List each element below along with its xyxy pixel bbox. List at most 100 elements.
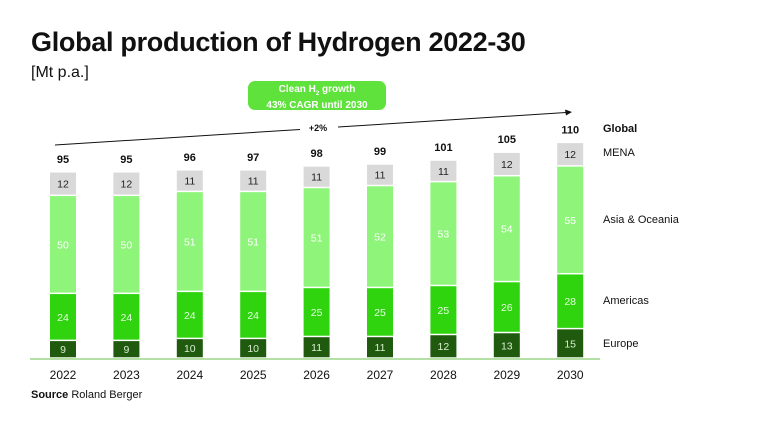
badge-line2: 43% CAGR until 2030 — [266, 100, 368, 111]
data-label-europe-2025: 10 — [247, 343, 259, 355]
data-label-asia-oceania-2023: 50 — [121, 239, 133, 251]
bar-segment-americas-2028 — [430, 286, 457, 334]
total-label-2028: 101 — [434, 142, 452, 154]
legend-europe: Europe — [603, 338, 639, 350]
unit-label: [Mt p.a.] — [31, 64, 89, 81]
bar-segment-asia-oceania-2024 — [176, 192, 203, 291]
data-label-americas-2030: 28 — [564, 296, 576, 308]
bar-segment-mena-2022 — [50, 172, 76, 195]
total-label-2030: 110 — [561, 124, 579, 136]
total-label-2027: 99 — [374, 146, 386, 158]
data-label-europe-2022: 9 — [60, 344, 66, 356]
data-label-americas-2026: 25 — [311, 307, 323, 319]
source-label: Source — [31, 389, 69, 401]
total-label-2025: 97 — [247, 152, 259, 164]
data-label-mena-2028: 11 — [438, 166, 449, 178]
bar-segment-mena-2029 — [493, 152, 520, 175]
bar-segment-americas-2024 — [176, 292, 203, 338]
legend-americas: Americas — [603, 295, 649, 307]
data-label-mena-2029: 12 — [501, 159, 513, 171]
data-label-asia-oceania-2028: 53 — [438, 229, 450, 241]
trend-line-left — [54, 129, 301, 146]
data-label-europe-2027: 11 — [375, 342, 386, 354]
data-label-asia-oceania-2027: 52 — [374, 231, 386, 243]
bar-segment-asia-oceania-2027 — [367, 186, 393, 287]
bar-segment-asia-oceania-2030 — [557, 166, 584, 273]
legend-asia-oceania: Asia & Oceania — [603, 214, 679, 226]
bar-segment-mena-2030 — [557, 143, 584, 166]
data-label-mena-2022: 12 — [57, 179, 69, 191]
bar-segment-europe-2024 — [176, 339, 203, 358]
data-label-mena-2026: 11 — [311, 172, 322, 184]
trend-arrow: +2% — [54, 109, 572, 146]
arrow-head-icon — [565, 109, 572, 116]
bar-segment-americas-2026 — [303, 288, 330, 336]
x-tick-label-2024: 2024 — [176, 368, 203, 382]
source-text: Roland Berger — [71, 389, 143, 401]
bar-segment-mena-2027 — [367, 164, 393, 185]
trend-label: +2% — [309, 123, 327, 133]
data-label-asia-oceania-2029: 54 — [501, 224, 513, 236]
x-tick-label-2029: 2029 — [493, 368, 520, 382]
badge-subscript: 2 — [315, 91, 320, 97]
bar-segment-americas-2029 — [493, 282, 520, 332]
x-tick-label-2022: 2022 — [50, 368, 77, 382]
bar-segment-asia-oceania-2022 — [50, 196, 76, 293]
bar-segment-europe-2030 — [557, 329, 584, 358]
bar-segment-mena-2025 — [240, 170, 267, 191]
x-tick-label-2030: 2030 — [557, 368, 584, 382]
data-label-asia-oceania-2025: 51 — [247, 236, 259, 248]
bar-segment-asia-oceania-2026 — [303, 188, 330, 287]
bar-segment-mena-2024 — [176, 170, 203, 191]
total-label-2026: 98 — [310, 148, 322, 160]
bar-segment-americas-2030 — [557, 274, 584, 328]
bar-segment-europe-2026 — [303, 337, 330, 358]
bar-segment-asia-oceania-2028 — [430, 182, 457, 285]
bar-segment-americas-2022 — [50, 294, 76, 340]
data-label-mena-2030: 12 — [564, 149, 576, 161]
data-label-europe-2024: 10 — [184, 343, 196, 355]
data-label-asia-oceania-2022: 50 — [57, 239, 69, 251]
total-label-2023: 95 — [120, 154, 132, 166]
data-label-americas-2023: 24 — [121, 312, 133, 324]
data-label-asia-oceania-2030: 55 — [564, 215, 576, 227]
x-tick-label-2026: 2026 — [303, 368, 330, 382]
trend-line-right — [337, 112, 567, 128]
x-tick-label-2023: 2023 — [113, 368, 140, 382]
data-label-asia-oceania-2026: 51 — [311, 232, 323, 244]
data-label-americas-2027: 25 — [374, 307, 386, 319]
bar-segment-americas-2023 — [113, 294, 140, 340]
cagr-badge: Clean H2 growth 43% CAGR until 2030 — [248, 81, 386, 111]
bar-segment-europe-2027 — [367, 337, 393, 358]
data-label-americas-2029: 26 — [501, 302, 513, 314]
data-label-mena-2024: 11 — [184, 176, 195, 188]
bar-segment-asia-oceania-2025 — [240, 192, 267, 291]
data-label-europe-2029: 13 — [501, 340, 513, 352]
legend-mena: MENA — [603, 147, 635, 159]
data-label-asia-oceania-2024: 51 — [184, 236, 196, 248]
bar-segment-mena-2028 — [430, 160, 457, 181]
data-label-americas-2025: 24 — [247, 310, 259, 322]
bar-segment-europe-2022 — [50, 341, 76, 358]
bar-segment-americas-2025 — [240, 292, 267, 338]
bar-segment-americas-2027 — [367, 288, 393, 336]
badge-line1-prefix: Clean H — [278, 84, 316, 95]
data-label-europe-2030: 15 — [564, 338, 576, 350]
total-label-2024: 96 — [184, 152, 196, 164]
bar-segment-asia-oceania-2029 — [493, 176, 520, 281]
data-label-americas-2028: 25 — [438, 305, 450, 317]
x-tick-label-2027: 2027 — [367, 368, 394, 382]
bar-segment-europe-2029 — [493, 333, 520, 358]
total-label-2029: 105 — [498, 134, 516, 146]
data-label-mena-2027: 11 — [375, 170, 386, 182]
source-note: Source Roland Berger — [31, 389, 142, 401]
data-label-europe-2023: 9 — [123, 344, 129, 356]
total-label-2022: 95 — [57, 154, 69, 166]
chart-title: Global production of Hydrogen 2022-30 — [31, 27, 526, 57]
x-tick-label-2025: 2025 — [240, 368, 267, 382]
data-label-mena-2023: 12 — [121, 179, 133, 191]
badge-line1-suffix: growth — [319, 84, 356, 95]
bar-segment-europe-2028 — [430, 335, 457, 358]
bar-segment-europe-2025 — [240, 339, 267, 358]
